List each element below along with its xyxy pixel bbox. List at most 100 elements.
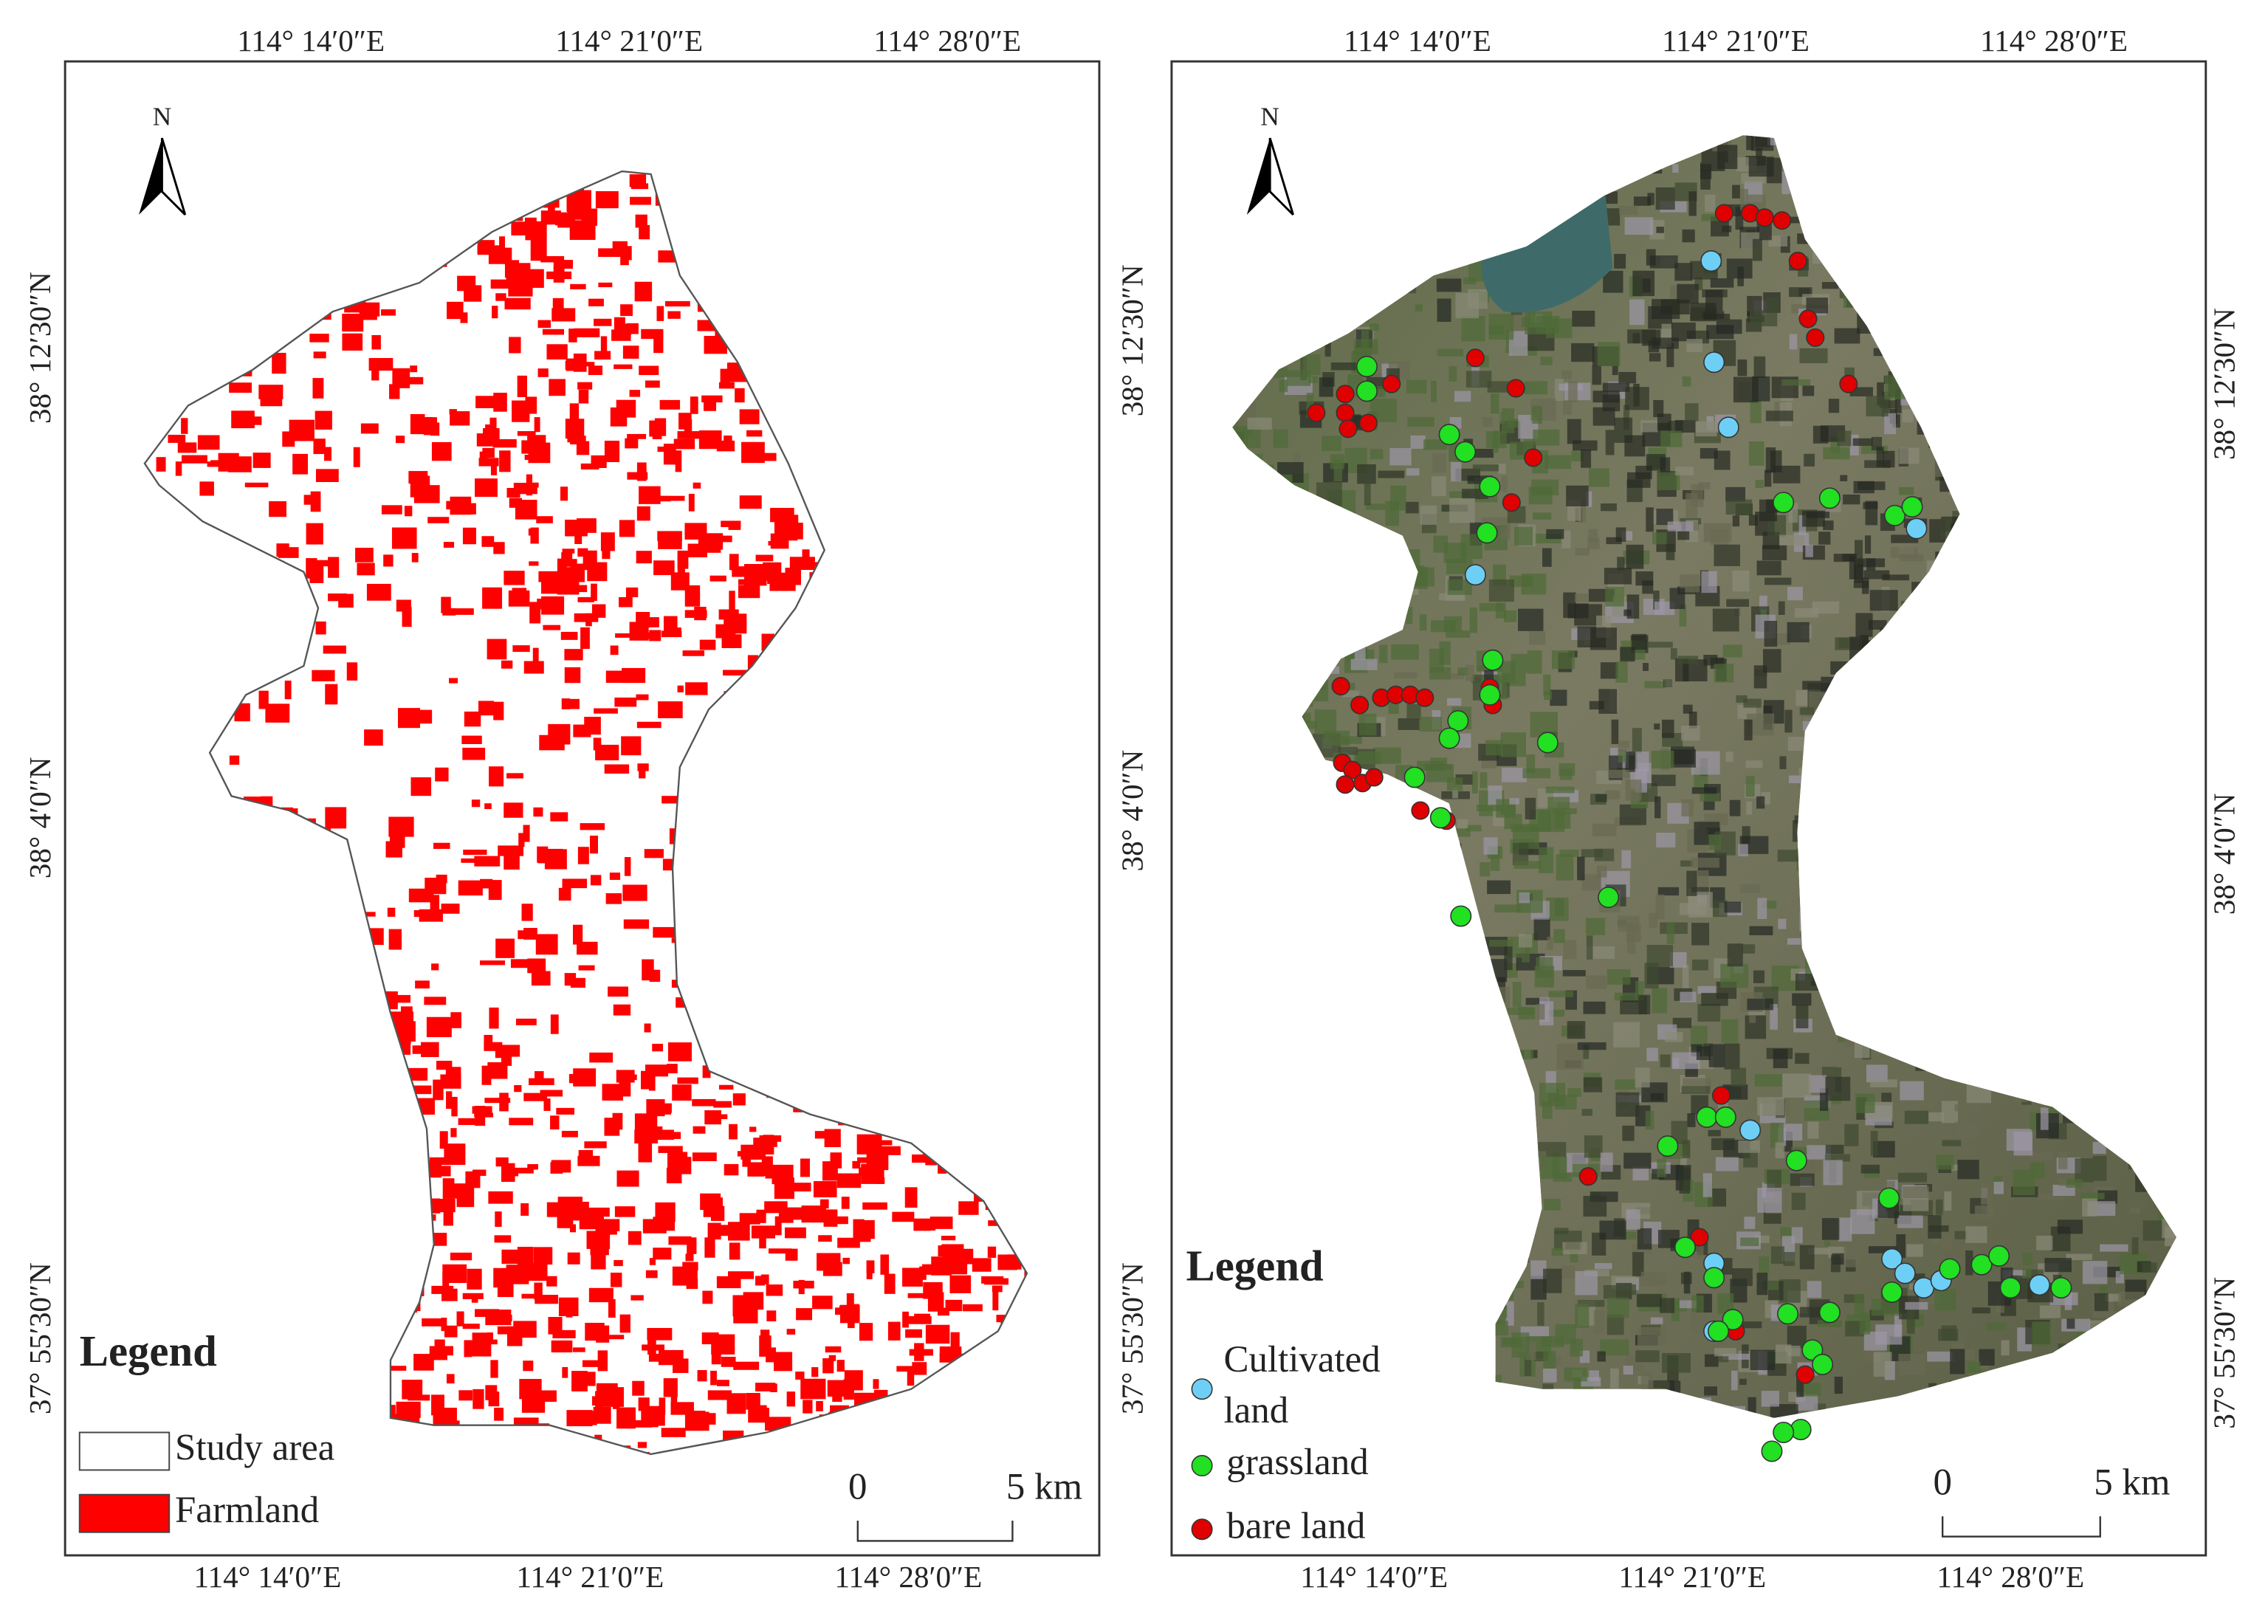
terrain-patch bbox=[1623, 1152, 1652, 1169]
farmland-patch bbox=[585, 1322, 605, 1341]
terrain-patch bbox=[1361, 330, 1370, 357]
terrain-patch bbox=[1635, 981, 1644, 1001]
farmland-patch bbox=[770, 1383, 777, 1392]
terrain-patch bbox=[1697, 1004, 1721, 1022]
farmland-patch bbox=[902, 1267, 923, 1287]
lon-label: 114° 21′0″E bbox=[555, 24, 703, 58]
farmland-patch bbox=[644, 1023, 651, 1033]
terrain-patch bbox=[1821, 1067, 1836, 1078]
terrain-patch bbox=[1592, 823, 1617, 836]
terrain-patch bbox=[1993, 1181, 2004, 1194]
terrain-patch bbox=[1890, 547, 1918, 559]
sample-point bbox=[1339, 419, 1358, 438]
terrain-patch bbox=[1757, 1097, 1784, 1115]
scale-bar bbox=[1942, 1516, 2101, 1538]
terrain-patch bbox=[1683, 704, 1693, 714]
sample-point bbox=[1502, 493, 1521, 512]
terrain-patch bbox=[1469, 608, 1478, 633]
terrain-patch bbox=[1537, 1302, 1544, 1326]
terrain-patch bbox=[1795, 1053, 1810, 1064]
farmland-patch bbox=[772, 1164, 794, 1185]
farmland-patch bbox=[802, 549, 810, 570]
terrain-patch bbox=[1796, 1005, 1809, 1029]
farmland-patch bbox=[478, 458, 499, 467]
farmland-patch bbox=[565, 360, 574, 370]
terrain-patch bbox=[1635, 1067, 1650, 1088]
farmland-patch bbox=[685, 1253, 694, 1262]
terrain-patch bbox=[1571, 451, 1584, 462]
terrain-patch bbox=[1799, 707, 1815, 715]
terrain-patch bbox=[1745, 760, 1763, 768]
farmland-patch bbox=[693, 482, 701, 489]
terrain-patch bbox=[1954, 1104, 1981, 1112]
terrain-patch bbox=[1843, 1246, 1858, 1267]
farmland-patch bbox=[875, 1146, 901, 1155]
terrain-patch bbox=[1824, 1239, 1831, 1247]
terrain-patch bbox=[1588, 468, 1609, 487]
farmland-patch bbox=[718, 1084, 734, 1090]
farmland-patch bbox=[780, 1211, 794, 1223]
terrain-patch bbox=[1512, 982, 1522, 1008]
terrain-patch bbox=[1695, 870, 1709, 887]
terrain-patch bbox=[1854, 1293, 1865, 1318]
sample-point bbox=[1331, 677, 1350, 696]
terrain-patch bbox=[1654, 602, 1675, 616]
farmland-patch bbox=[636, 506, 650, 521]
farmland-patch bbox=[689, 1411, 706, 1419]
terrain-patch bbox=[1614, 992, 1638, 1001]
farmland-patch bbox=[877, 1177, 885, 1184]
farmland-patch bbox=[764, 1201, 788, 1214]
terrain-patch bbox=[2002, 1270, 2027, 1279]
terrain-patch bbox=[1635, 571, 1654, 586]
farmland-patch bbox=[484, 1034, 493, 1050]
farmland-patch bbox=[604, 1335, 625, 1340]
terrain-patch bbox=[1840, 475, 1848, 481]
sample-point bbox=[1598, 887, 1620, 909]
terrain-patch bbox=[1755, 135, 1770, 148]
terrain-patch bbox=[1677, 283, 1699, 304]
farmland-patch bbox=[907, 1369, 915, 1386]
farmland-patch bbox=[738, 585, 760, 599]
terrain-patch bbox=[1799, 1245, 1815, 1270]
terrain-patch bbox=[1568, 381, 1578, 403]
farmland-patch bbox=[726, 1393, 746, 1414]
terrain-patch bbox=[2094, 1293, 2109, 1312]
terrain-patch bbox=[1777, 850, 1801, 862]
terrain-patch bbox=[1625, 780, 1642, 801]
farmland-patch bbox=[433, 1233, 447, 1246]
sample-point bbox=[1479, 475, 1501, 498]
terrain-patch bbox=[1324, 730, 1350, 746]
farmland-patch bbox=[859, 1167, 876, 1177]
farmland-patch bbox=[721, 634, 742, 649]
lon-label: 114° 21′0″E bbox=[516, 1560, 664, 1594]
farmland-patch bbox=[795, 1372, 805, 1380]
sample-point bbox=[1454, 441, 1477, 463]
terrain-patch bbox=[1755, 480, 1764, 489]
farmland-patch bbox=[759, 1234, 766, 1249]
legend-label: Cultivated land bbox=[1223, 1338, 1381, 1431]
terrain-patch bbox=[1863, 502, 1878, 509]
farmland-patch bbox=[495, 938, 515, 958]
lat-label: 38° 12′30″N bbox=[1115, 264, 1149, 416]
farmland-patch bbox=[588, 1287, 614, 1303]
farmland-patch bbox=[588, 365, 603, 376]
terrain-patch bbox=[1770, 1122, 1784, 1149]
terrain-patch bbox=[1974, 1205, 1994, 1217]
terrain-patch bbox=[1807, 1248, 1829, 1255]
farmland-patch bbox=[306, 523, 323, 545]
lat-label: 38° 4′0″N bbox=[1115, 750, 1149, 872]
terrain-patch bbox=[1415, 304, 1423, 312]
farmland-patch bbox=[862, 1219, 875, 1239]
terrain-patch bbox=[1501, 475, 1508, 492]
terrain-patch bbox=[1625, 751, 1638, 772]
terrain-patch bbox=[1701, 993, 1728, 1006]
legend-label: Farmland bbox=[175, 1490, 319, 1531]
farmland-patch bbox=[836, 1360, 845, 1372]
farmland-patch bbox=[568, 328, 577, 343]
terrain-patch bbox=[1592, 365, 1601, 385]
terrain-patch bbox=[1293, 453, 1300, 467]
farmland-patch bbox=[604, 764, 630, 774]
farmland-patch bbox=[628, 1231, 642, 1245]
terrain-patch bbox=[1626, 544, 1644, 569]
terrain-patch bbox=[1671, 1052, 1700, 1070]
